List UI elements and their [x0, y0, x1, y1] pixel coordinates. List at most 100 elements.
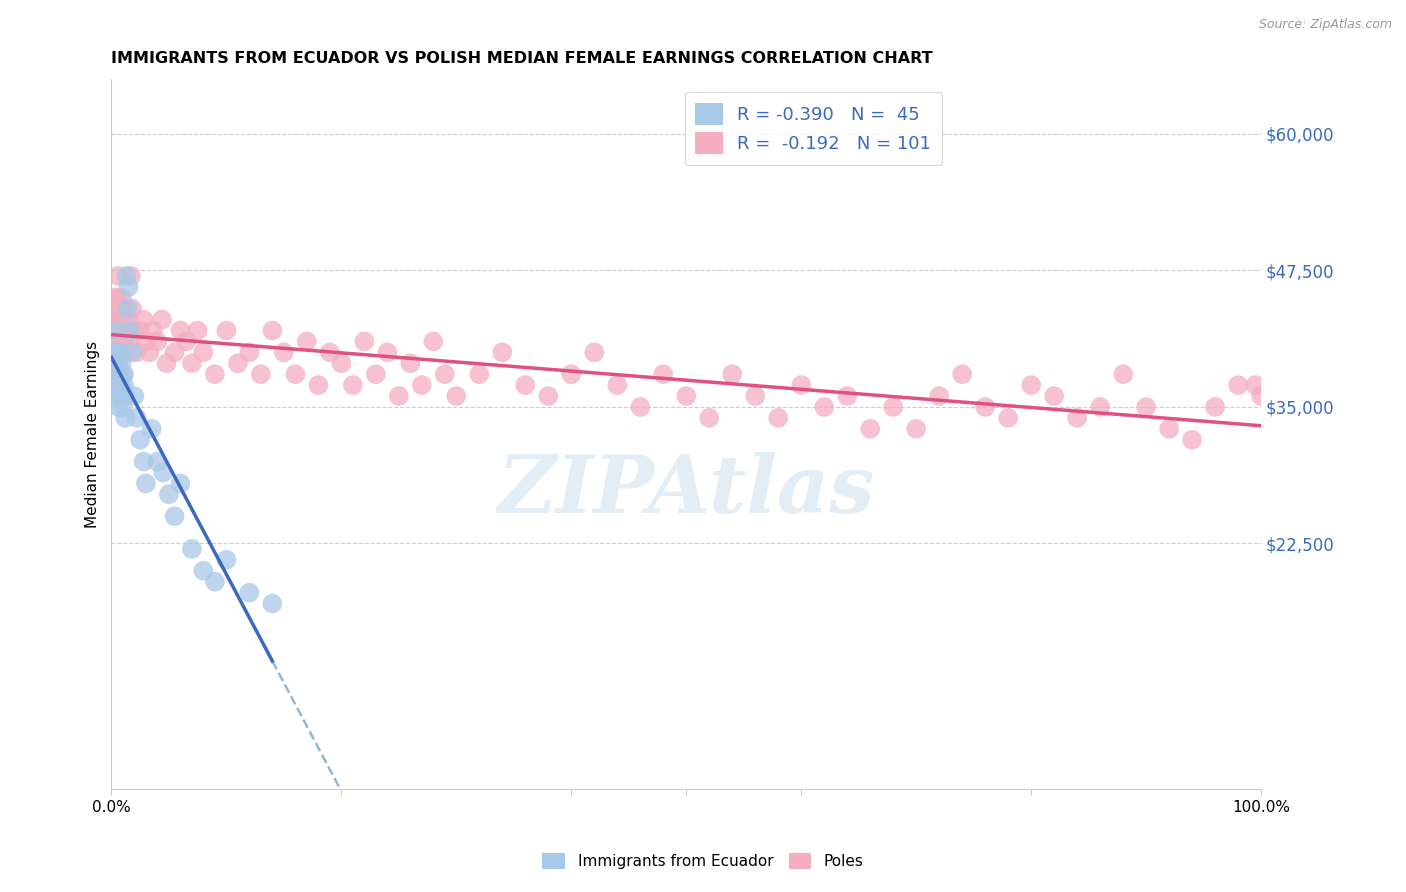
- Point: [141, 422, 163, 436]
- Point: [1244, 378, 1267, 392]
- Point: [721, 367, 744, 381]
- Point: [537, 389, 560, 403]
- Text: IMMIGRANTS FROM ECUADOR VS POLISH MEDIAN FEMALE EARNINGS CORRELATION CHART: IMMIGRANTS FROM ECUADOR VS POLISH MEDIAN…: [111, 51, 934, 66]
- Point: [117, 345, 139, 359]
- Point: [104, 324, 127, 338]
- Point: [353, 334, 375, 349]
- Point: [204, 367, 226, 381]
- Point: [262, 597, 284, 611]
- Point: [112, 367, 135, 381]
- Point: [107, 312, 129, 326]
- Point: [125, 345, 148, 359]
- Point: [628, 400, 651, 414]
- Point: [215, 553, 238, 567]
- Point: [104, 301, 127, 316]
- Point: [307, 378, 329, 392]
- Point: [905, 422, 928, 436]
- Point: [105, 312, 128, 326]
- Point: [103, 345, 125, 359]
- Point: [180, 541, 202, 556]
- Legend: R = -0.390   N =  45, R =  -0.192   N = 101: R = -0.390 N = 45, R = -0.192 N = 101: [685, 92, 942, 165]
- Point: [112, 378, 135, 392]
- Point: [104, 367, 127, 381]
- Point: [105, 356, 128, 370]
- Point: [273, 345, 295, 359]
- Point: [105, 389, 128, 403]
- Point: [193, 345, 215, 359]
- Point: [132, 312, 155, 326]
- Point: [157, 487, 180, 501]
- Point: [1227, 378, 1250, 392]
- Point: [129, 324, 152, 338]
- Point: [110, 345, 132, 359]
- Point: [180, 356, 202, 370]
- Point: [104, 334, 127, 349]
- Point: [1019, 378, 1042, 392]
- Point: [124, 389, 146, 403]
- Point: [652, 367, 675, 381]
- Point: [768, 410, 790, 425]
- Point: [997, 410, 1019, 425]
- Point: [107, 356, 129, 370]
- Point: [193, 564, 215, 578]
- Point: [114, 410, 136, 425]
- Point: [125, 410, 148, 425]
- Point: [1066, 410, 1088, 425]
- Point: [105, 324, 128, 338]
- Y-axis label: Median Female Earnings: Median Female Earnings: [86, 341, 100, 528]
- Point: [974, 400, 997, 414]
- Point: [560, 367, 582, 381]
- Point: [111, 324, 134, 338]
- Point: [837, 389, 859, 403]
- Point: [950, 367, 973, 381]
- Point: [146, 334, 169, 349]
- Point: [250, 367, 273, 381]
- Point: [790, 378, 813, 392]
- Point: [111, 345, 134, 359]
- Point: [107, 400, 129, 414]
- Point: [120, 268, 142, 283]
- Point: [114, 301, 136, 316]
- Point: [108, 345, 131, 359]
- Point: [110, 334, 132, 349]
- Point: [215, 324, 238, 338]
- Point: [262, 324, 284, 338]
- Point: [330, 356, 353, 370]
- Point: [375, 345, 398, 359]
- Point: [813, 400, 835, 414]
- Point: [422, 334, 444, 349]
- Point: [882, 400, 904, 414]
- Point: [1088, 400, 1111, 414]
- Point: [101, 367, 124, 381]
- Point: [117, 301, 139, 316]
- Point: [103, 291, 125, 305]
- Point: [124, 324, 146, 338]
- Point: [101, 324, 124, 338]
- Point: [446, 389, 468, 403]
- Point: [583, 345, 606, 359]
- Point: [108, 301, 131, 316]
- Point: [114, 334, 136, 349]
- Point: [115, 324, 138, 338]
- Point: [115, 268, 138, 283]
- Point: [118, 324, 141, 338]
- Point: [1043, 389, 1066, 403]
- Point: [342, 378, 364, 392]
- Point: [744, 389, 766, 403]
- Text: Source: ZipAtlas.com: Source: ZipAtlas.com: [1258, 18, 1392, 31]
- Point: [111, 356, 134, 370]
- Point: [129, 433, 152, 447]
- Point: [110, 312, 132, 326]
- Point: [111, 367, 134, 381]
- Point: [107, 268, 129, 283]
- Point: [226, 356, 249, 370]
- Point: [859, 422, 882, 436]
- Point: [111, 389, 134, 403]
- Point: [1159, 422, 1181, 436]
- Point: [399, 356, 422, 370]
- Point: [150, 312, 173, 326]
- Point: [1204, 400, 1226, 414]
- Point: [204, 574, 226, 589]
- Point: [174, 334, 197, 349]
- Point: [491, 345, 513, 359]
